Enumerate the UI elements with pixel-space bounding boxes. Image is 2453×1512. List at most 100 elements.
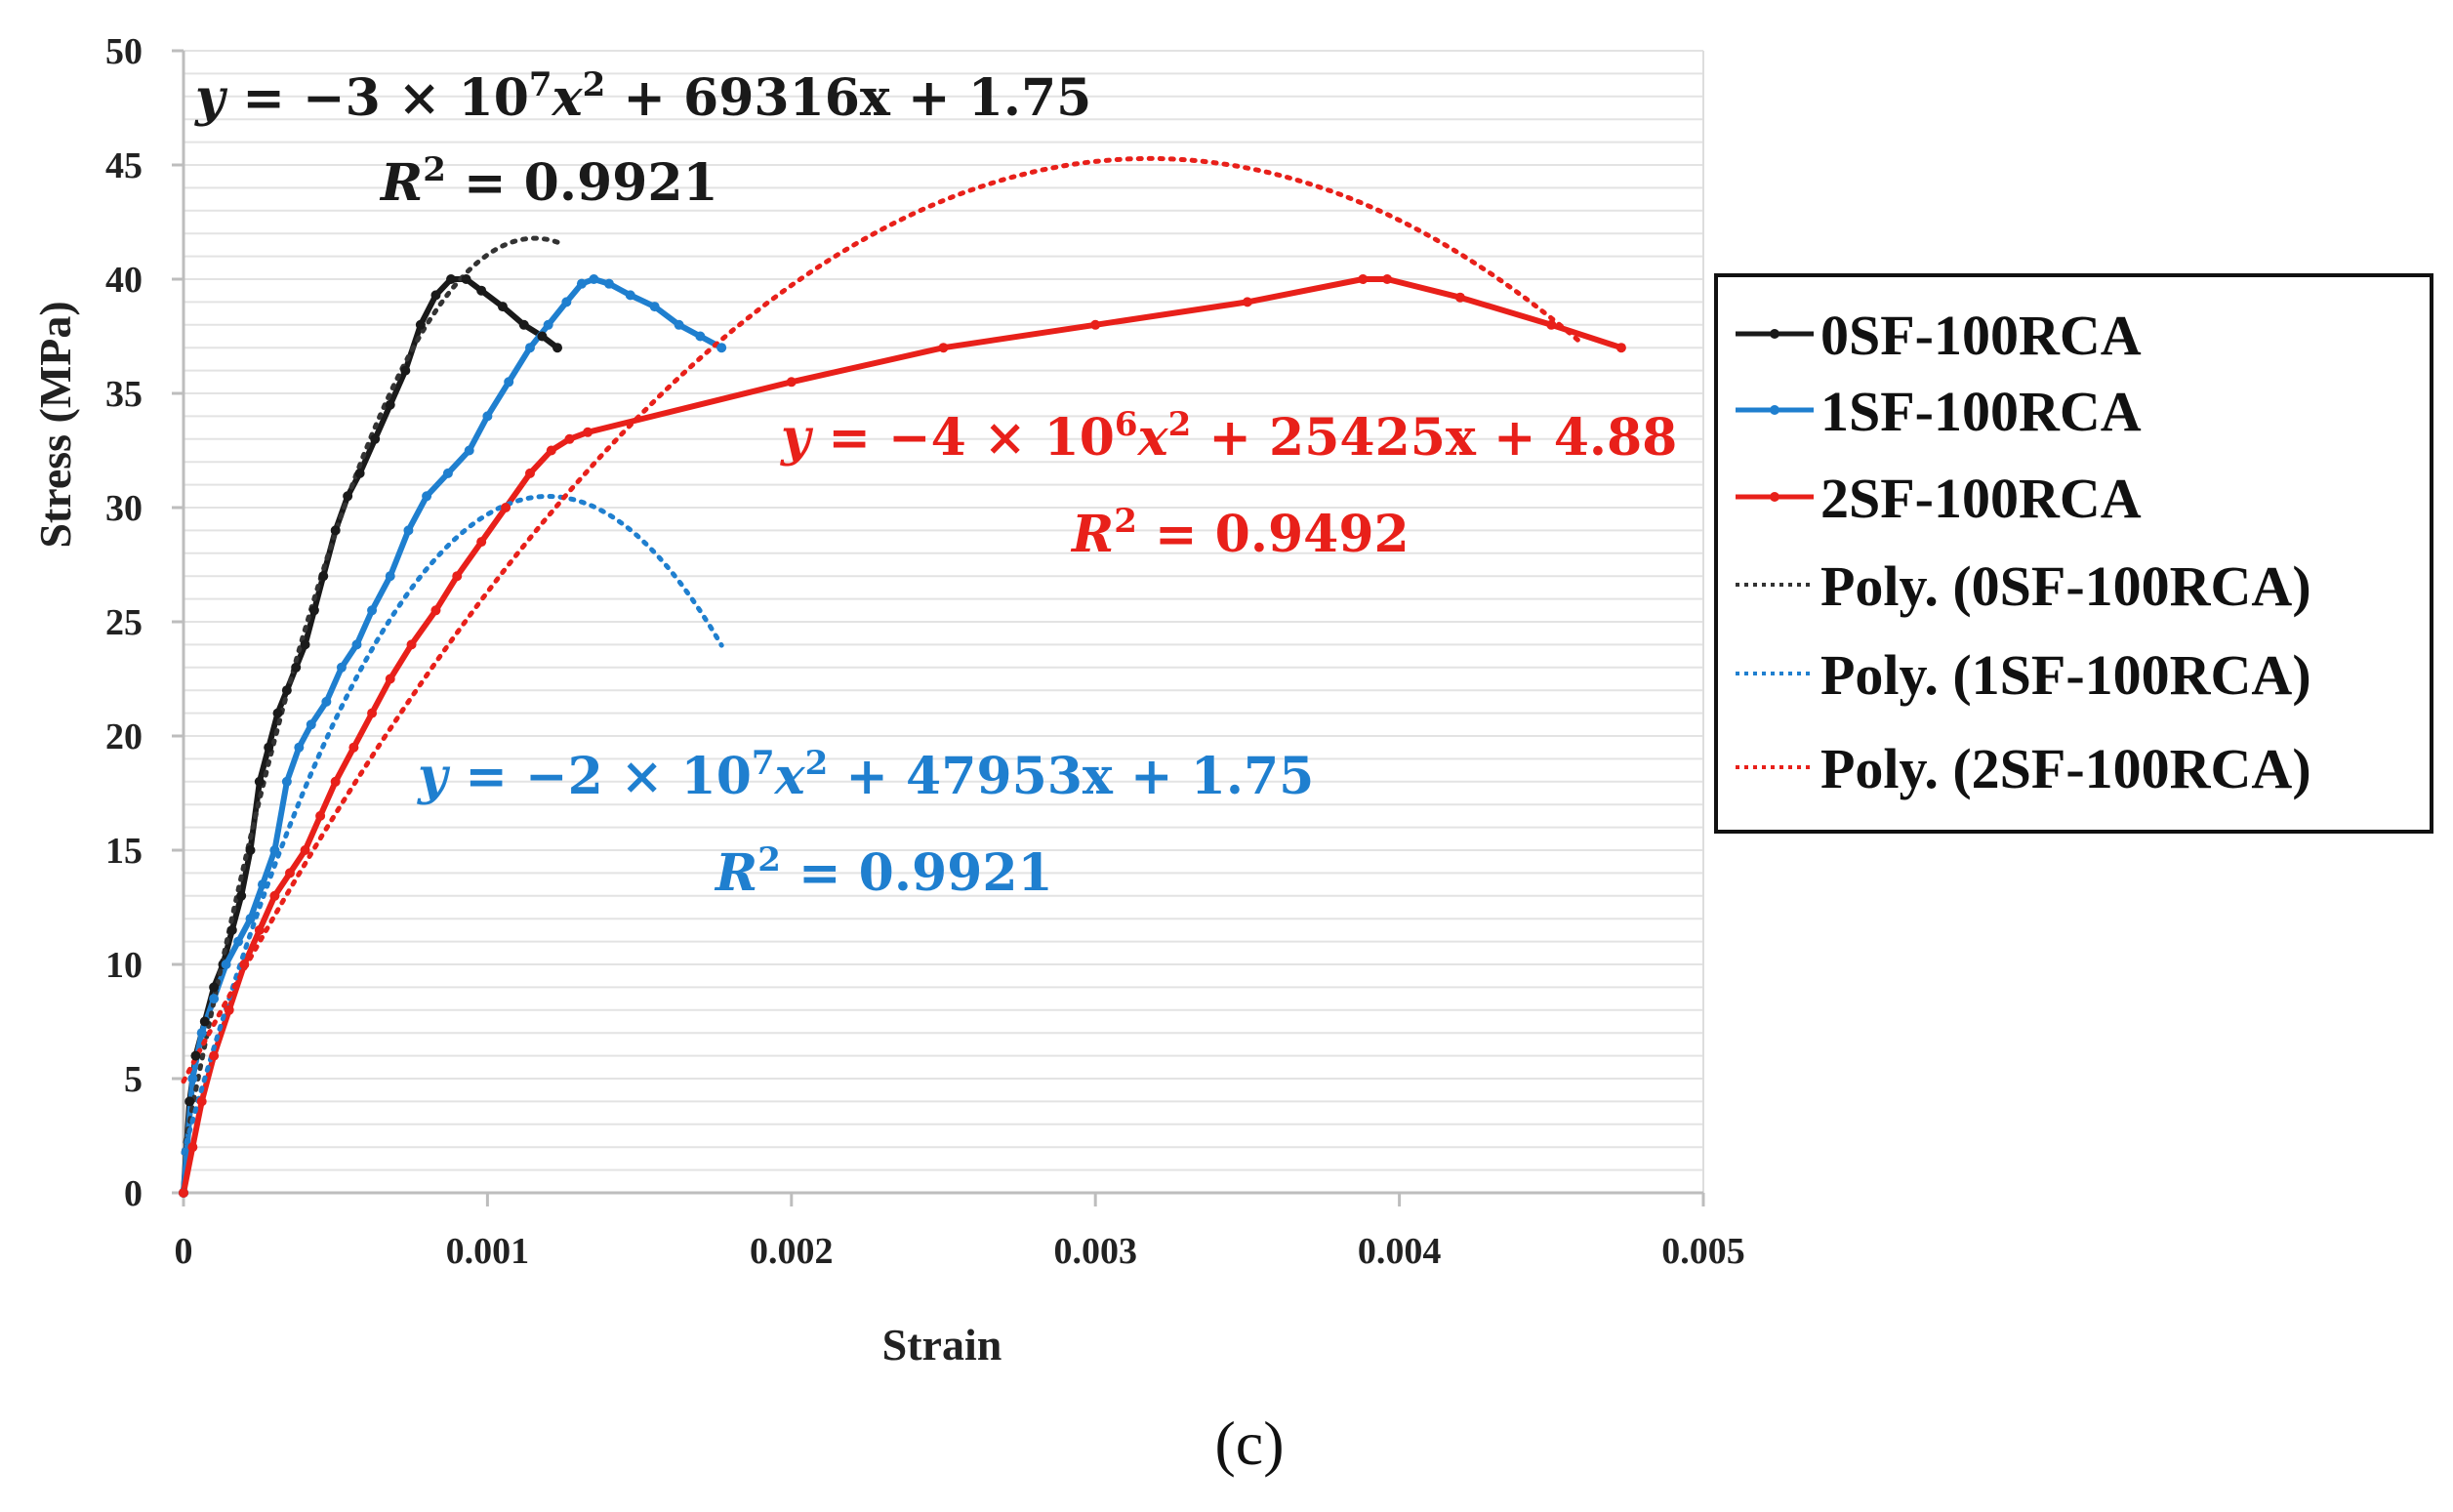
data-point: [561, 297, 572, 307]
data-point: [1382, 274, 1393, 284]
data-point: [224, 1004, 234, 1015]
data-point: [385, 399, 395, 410]
legend-label-2sf: 2SF-100RCA: [1820, 467, 2142, 530]
data-point: [1358, 274, 1369, 284]
data-point: [199, 1016, 210, 1027]
data-point: [190, 1050, 201, 1061]
data-point: [269, 845, 280, 855]
data-point: [370, 433, 381, 444]
data-point: [315, 810, 326, 821]
data-point: [674, 319, 684, 330]
data-point: [482, 411, 493, 422]
data-point: [564, 433, 575, 444]
data-point: [351, 639, 362, 650]
data-point: [406, 639, 417, 650]
data-point: [1615, 343, 1626, 353]
y-tick-label: 5: [124, 1059, 143, 1100]
data-point: [245, 845, 256, 855]
legend-item-poly-2sf: Poly. (2SF-100RCA): [1736, 737, 2311, 800]
data-point: [300, 845, 310, 855]
series-lines: [181, 155, 1624, 1196]
data-point: [184, 1096, 195, 1107]
data-point: [196, 1096, 207, 1107]
y-tick-label: 35: [105, 374, 143, 415]
data-point: [543, 319, 553, 330]
legend-item-poly-0sf: Poly. (0SF-100RCA): [1736, 554, 2311, 618]
data-point: [281, 776, 292, 787]
y-tick-label: 50: [105, 31, 143, 72]
data-point: [716, 343, 727, 353]
annotation-1sf: y = −2 × 107x2 + 47953x + 1.75 R2 = 0.99…: [417, 744, 1314, 903]
data-point: [209, 982, 220, 993]
legend-label-poly-1sf: Poly. (1SF-100RCA): [1820, 643, 2311, 707]
data-point: [343, 491, 353, 502]
data-point: [306, 719, 316, 730]
data-point: [583, 427, 593, 437]
annotation-2sf: y = −4 × 106x2 + 25425x + 4.88 R2 = 0.94…: [780, 405, 1677, 564]
data-point: [524, 343, 535, 353]
data-point: [625, 290, 635, 301]
y-tick-label: 40: [105, 260, 143, 301]
y-axis-title: Stress (MPa): [30, 301, 80, 548]
data-point: [504, 377, 514, 388]
data-point: [603, 278, 614, 289]
figure-caption: (c): [1214, 1409, 1284, 1478]
y-tick-label: 25: [105, 602, 143, 643]
series-line-5: [181, 155, 1584, 1084]
legend-label-0sf: 0SF-100RCA: [1820, 304, 2142, 367]
data-point: [187, 1074, 198, 1083]
data-point: [336, 662, 347, 673]
data-point: [226, 924, 237, 935]
x-axis-title: Strain: [882, 1320, 1002, 1369]
data-point: [649, 302, 660, 312]
x-tick-labels: 0 0.001 0.002 0.003 0.004 0.005: [175, 1193, 1745, 1272]
data-point: [209, 1050, 220, 1061]
data-point: [330, 776, 341, 787]
data-point: [281, 685, 292, 696]
data-point: [272, 708, 283, 718]
data-point: [400, 365, 411, 376]
series-markers: [179, 274, 1626, 1198]
data-point: [209, 994, 220, 1004]
data-point: [254, 924, 265, 935]
data-point: [284, 868, 295, 879]
y-tick-label: 0: [124, 1173, 143, 1214]
data-point: [452, 571, 463, 582]
data-point: [446, 274, 457, 284]
r2-0sf: R2 = 0.9921: [379, 150, 718, 213]
data-point: [1454, 292, 1465, 303]
data-point: [233, 936, 244, 947]
equation-2sf: y = −4 × 106x2 + 25425x + 4.88: [780, 405, 1677, 468]
annotation-0sf: y = −3 × 107x2 + 69316x + 1.75 R2 = 0.99…: [194, 65, 1091, 213]
data-point: [552, 343, 563, 353]
data-point: [385, 571, 395, 582]
data-point: [318, 571, 329, 582]
legend-marker-2sf: [1770, 492, 1779, 502]
y-tick-label: 10: [105, 945, 143, 986]
x-tick-label: 0: [175, 1231, 193, 1272]
data-point: [269, 890, 280, 901]
gridlines: [184, 50, 1704, 1193]
series-line-3: [181, 235, 560, 1156]
legend-box: [1714, 273, 2433, 834]
data-point: [576, 278, 587, 289]
data-point: [524, 468, 535, 478]
legend-item-poly-1sf: Poly. (1SF-100RCA): [1736, 643, 2311, 707]
data-point: [501, 503, 511, 512]
data-point: [179, 1188, 188, 1198]
data-point: [1090, 319, 1101, 330]
data-point: [518, 319, 529, 330]
data-point: [415, 319, 426, 330]
data-point: [1546, 319, 1557, 330]
data-point: [257, 879, 267, 890]
data-point: [385, 674, 395, 684]
equation-1sf: y = −2 × 107x2 + 47953x + 1.75: [417, 744, 1314, 806]
x-tick-label: 0.002: [750, 1231, 834, 1272]
data-point: [354, 468, 365, 478]
x-tick-label: 0.001: [446, 1231, 530, 1272]
series-line-1: [181, 276, 725, 1196]
data-point: [546, 445, 556, 456]
data-point: [330, 525, 341, 536]
data-point: [403, 525, 414, 536]
data-point: [308, 605, 319, 616]
